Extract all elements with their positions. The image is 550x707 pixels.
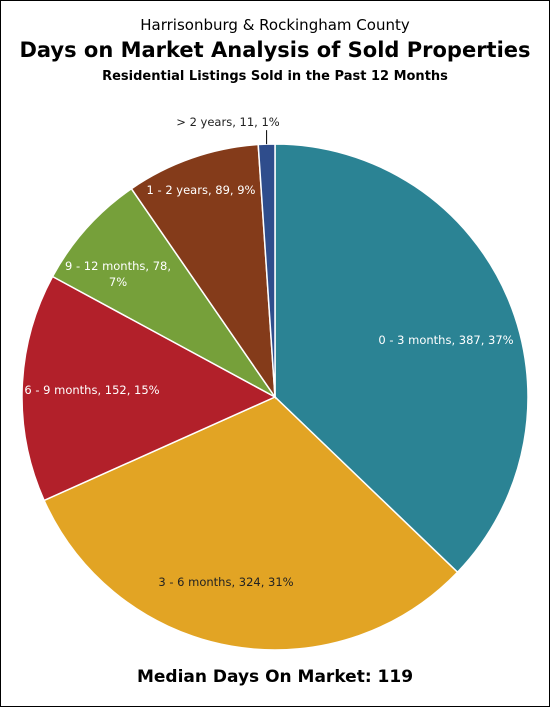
pie-slice <box>130 143 276 400</box>
slice-label: 3 - 6 months, 324, 31% <box>158 575 293 589</box>
slice-label: 9 - 12 months, 78, 7% <box>65 259 171 289</box>
pie-slice <box>43 396 459 651</box>
chart-title: Days on Market Analysis of Sold Properti… <box>19 38 531 62</box>
pie-slice <box>21 275 277 502</box>
pie-slice <box>274 143 529 574</box>
chart-subtitle: Residential Listings Sold in the Past 12… <box>102 69 448 84</box>
slice-label: 1 - 2 years, 89, 9% <box>147 183 256 197</box>
slice-label: 6 - 9 months, 152, 15% <box>24 383 159 397</box>
pie-slice <box>51 187 276 398</box>
median-days-footer: Median Days On Market: 119 <box>136 667 414 687</box>
chart-supertitle: Harrisonburg & Rockingham County <box>140 16 410 34</box>
slice-label: > 2 years, 11, 1% <box>176 115 279 129</box>
slice-label: 0 - 3 months, 387, 37% <box>378 333 513 347</box>
pie-slice <box>257 143 276 398</box>
